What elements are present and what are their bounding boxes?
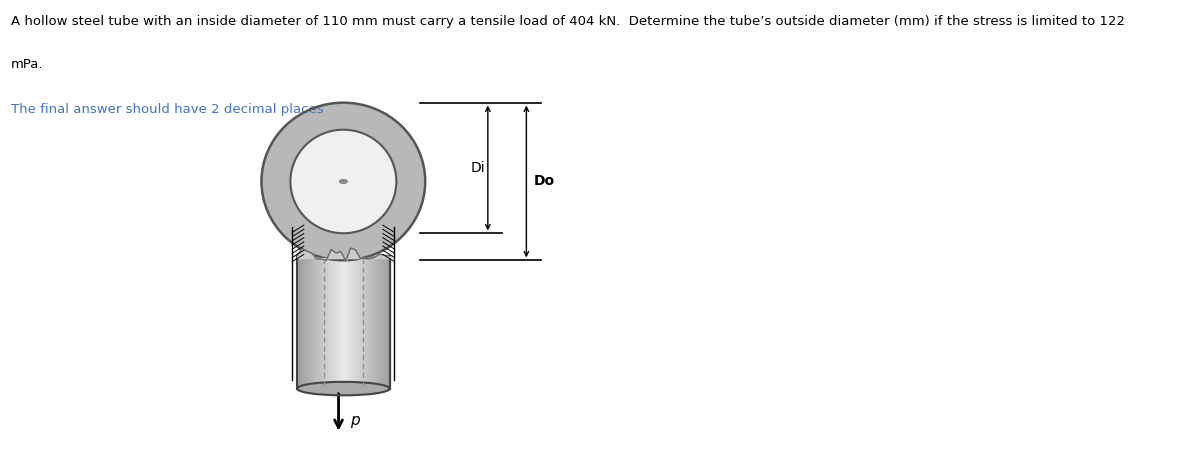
Text: Di: Di — [471, 161, 485, 175]
Bar — [371, 256, 373, 389]
Bar — [317, 256, 319, 389]
Bar — [366, 256, 368, 389]
Bar — [381, 256, 384, 389]
Bar — [353, 256, 354, 389]
Bar — [337, 256, 339, 389]
Bar — [388, 256, 390, 389]
Bar — [340, 256, 341, 389]
Bar — [379, 256, 380, 389]
Bar — [365, 256, 366, 389]
Bar — [306, 256, 308, 389]
Bar — [346, 256, 348, 389]
Bar — [313, 256, 314, 389]
Bar — [360, 256, 361, 389]
Bar — [370, 256, 371, 389]
Text: p: p — [350, 413, 360, 428]
Bar — [325, 256, 326, 389]
Bar — [355, 256, 358, 389]
Bar — [305, 256, 306, 389]
Bar — [308, 256, 310, 389]
Bar — [310, 256, 311, 389]
Bar — [361, 256, 364, 389]
Bar — [384, 256, 385, 389]
Bar — [333, 256, 334, 389]
Bar — [345, 256, 346, 389]
Bar — [311, 256, 313, 389]
Bar — [297, 256, 299, 389]
Bar — [378, 256, 379, 389]
Bar — [351, 256, 353, 389]
Bar — [344, 256, 345, 389]
Ellipse shape — [291, 130, 397, 233]
Bar — [364, 256, 365, 389]
Bar — [330, 256, 331, 389]
Bar — [315, 256, 317, 389]
Text: mPa.: mPa. — [11, 58, 44, 71]
Bar — [385, 256, 386, 389]
Text: A hollow steel tube with an inside diameter of 110 mm must carry a tensile load : A hollow steel tube with an inside diame… — [11, 15, 1125, 28]
Bar — [324, 256, 325, 389]
Ellipse shape — [261, 103, 425, 260]
Bar — [314, 256, 315, 389]
Bar — [321, 256, 324, 389]
Bar — [350, 256, 351, 389]
Bar — [374, 256, 375, 389]
Bar — [299, 256, 300, 389]
Bar — [301, 256, 304, 389]
Bar — [375, 256, 378, 389]
Bar — [339, 256, 340, 389]
Circle shape — [339, 180, 347, 183]
Bar — [386, 256, 388, 389]
Bar — [326, 256, 328, 389]
Bar — [335, 256, 337, 389]
Bar — [368, 256, 370, 389]
Bar — [300, 256, 301, 389]
Bar — [348, 256, 350, 389]
Bar — [373, 256, 374, 389]
Text: The final answer should have 2 decimal places: The final answer should have 2 decimal p… — [11, 103, 324, 116]
Bar — [304, 256, 305, 389]
Ellipse shape — [297, 382, 390, 395]
Text: Do: Do — [534, 174, 556, 188]
Bar — [320, 256, 321, 389]
Bar — [341, 256, 344, 389]
Bar — [319, 256, 320, 389]
Bar — [328, 256, 330, 389]
Bar — [354, 256, 355, 389]
Bar — [358, 256, 359, 389]
Bar — [380, 256, 381, 389]
Bar — [359, 256, 360, 389]
Bar — [331, 256, 333, 389]
Bar — [334, 256, 335, 389]
